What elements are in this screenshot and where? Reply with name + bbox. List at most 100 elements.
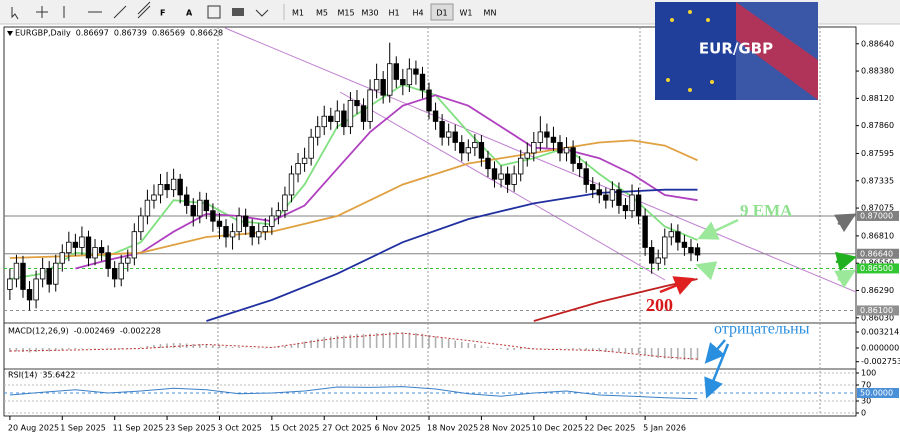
axes: 20 Aug 2025 1 Sep 2025 11 Sep 2025 23 Sep 2… bbox=[7, 29, 900, 433]
price-panel bbox=[4, 42, 856, 322]
macd-bar bbox=[506, 347, 509, 350]
macd-bar bbox=[447, 339, 450, 348]
y-tick-label: 0.88640 bbox=[861, 39, 894, 48]
rsi-header: RSI(14) bbox=[8, 371, 37, 380]
macd-bar bbox=[408, 332, 411, 348]
macd-bar bbox=[598, 347, 601, 352]
macd-bar bbox=[303, 341, 306, 348]
candle-body bbox=[537, 131, 544, 143]
x-tick-label: 5 Jan 2026 bbox=[643, 424, 686, 433]
candle-body bbox=[629, 194, 635, 212]
fibo-tool[interactable]: F bbox=[160, 9, 165, 18]
candle-body bbox=[452, 131, 458, 143]
candle-body bbox=[439, 121, 445, 138]
annotation-macd: отрицательны bbox=[714, 321, 810, 338]
y-tick-label: 0.88120 bbox=[861, 94, 894, 103]
macd-bar bbox=[480, 345, 483, 348]
macd-bar bbox=[677, 347, 679, 360]
badge-flag bbox=[736, 2, 818, 100]
macd-bar bbox=[356, 334, 358, 348]
timeframe-button[interactable]: M15 bbox=[337, 9, 354, 18]
timeframe-button[interactable]: M5 bbox=[316, 9, 328, 18]
candle-body bbox=[426, 89, 432, 112]
candle-body bbox=[79, 236, 85, 248]
label-tool[interactable] bbox=[207, 5, 221, 19]
candle-body bbox=[256, 231, 262, 238]
macd-bar bbox=[264, 347, 267, 349]
x-tick-label: 20 Aug 2025 bbox=[8, 424, 59, 433]
candle-body bbox=[308, 136, 314, 159]
macd-bar bbox=[146, 346, 149, 348]
candle-body bbox=[341, 110, 347, 128]
macd-bar bbox=[166, 343, 168, 348]
x-tick-label: 15 Oct 2025 bbox=[270, 424, 319, 433]
macd-bar bbox=[35, 347, 37, 352]
candle-body bbox=[157, 184, 164, 196]
candle-body bbox=[85, 236, 92, 259]
text-tool[interactable]: A bbox=[186, 9, 193, 18]
timeframe-button[interactable]: MN bbox=[484, 9, 497, 18]
macd-bar bbox=[690, 347, 692, 360]
macd-bar bbox=[683, 347, 686, 360]
candle-body bbox=[59, 252, 65, 264]
macd-bar bbox=[140, 347, 142, 348]
candle-body bbox=[354, 100, 360, 107]
candle-body bbox=[616, 189, 622, 206]
macd-bar bbox=[670, 347, 673, 359]
candle-body bbox=[596, 189, 602, 196]
macd-bar bbox=[212, 345, 214, 348]
macd-bar bbox=[402, 332, 404, 348]
candle-body bbox=[393, 63, 399, 80]
timeframe-button[interactable]: H1 bbox=[388, 9, 399, 18]
macd-bar bbox=[54, 347, 57, 351]
chart-header: 0.86697 bbox=[76, 29, 109, 38]
macd-bar bbox=[611, 347, 614, 352]
macd-bar bbox=[578, 347, 581, 350]
candle-body bbox=[151, 194, 157, 201]
shape-tool[interactable] bbox=[232, 8, 244, 16]
timeframe-button[interactable]: M1 bbox=[292, 9, 304, 18]
macd-bar bbox=[559, 347, 561, 349]
x-tick-label: 22 Dec 2025 bbox=[584, 424, 635, 433]
indicator-line bbox=[9, 332, 698, 360]
timeframe-button[interactable]: D1 bbox=[436, 9, 447, 18]
candle-body bbox=[190, 205, 196, 217]
candle-body bbox=[498, 173, 504, 180]
level-label-bg bbox=[857, 388, 899, 398]
macd-bar bbox=[618, 347, 620, 353]
arrow bbox=[704, 343, 730, 399]
candle-body bbox=[544, 131, 550, 138]
macd-bar bbox=[41, 347, 44, 352]
macd-bar bbox=[605, 347, 607, 352]
trendline-tool[interactable] bbox=[113, 5, 127, 19]
macd-bar bbox=[290, 344, 293, 348]
timeframe-button[interactable]: W1 bbox=[460, 9, 473, 18]
macd-bar bbox=[375, 333, 378, 348]
candle-body bbox=[269, 215, 275, 227]
arrow bbox=[697, 218, 739, 240]
x-tick-label: 23 Sep 2025 bbox=[165, 424, 216, 433]
macd-bar bbox=[277, 347, 280, 348]
macd-bar bbox=[441, 338, 443, 348]
candle-body bbox=[328, 115, 334, 122]
cursor-tool[interactable] bbox=[11, 7, 19, 20]
timeframe-button[interactable]: M30 bbox=[361, 9, 378, 18]
candle-body bbox=[642, 215, 648, 248]
candle-body bbox=[92, 247, 98, 259]
arrow-tool[interactable] bbox=[255, 9, 269, 17]
timeframe-button[interactable]: H4 bbox=[412, 9, 423, 18]
candle-body bbox=[524, 152, 530, 159]
macd-bar bbox=[526, 347, 529, 349]
macd-bar bbox=[126, 347, 129, 349]
annotation-ma200: 200 bbox=[646, 295, 673, 315]
macd-header: -0.002228 bbox=[120, 327, 161, 336]
channel-tool[interactable] bbox=[137, 1, 151, 19]
candle-body bbox=[688, 247, 694, 254]
candle-body bbox=[288, 173, 295, 196]
candle-body bbox=[295, 163, 301, 175]
candle-body bbox=[406, 68, 413, 86]
crosshair-tool[interactable] bbox=[36, 6, 48, 18]
candle-body bbox=[432, 110, 439, 122]
y-tick-label: 100 bbox=[861, 369, 876, 378]
candle-body bbox=[681, 241, 688, 248]
